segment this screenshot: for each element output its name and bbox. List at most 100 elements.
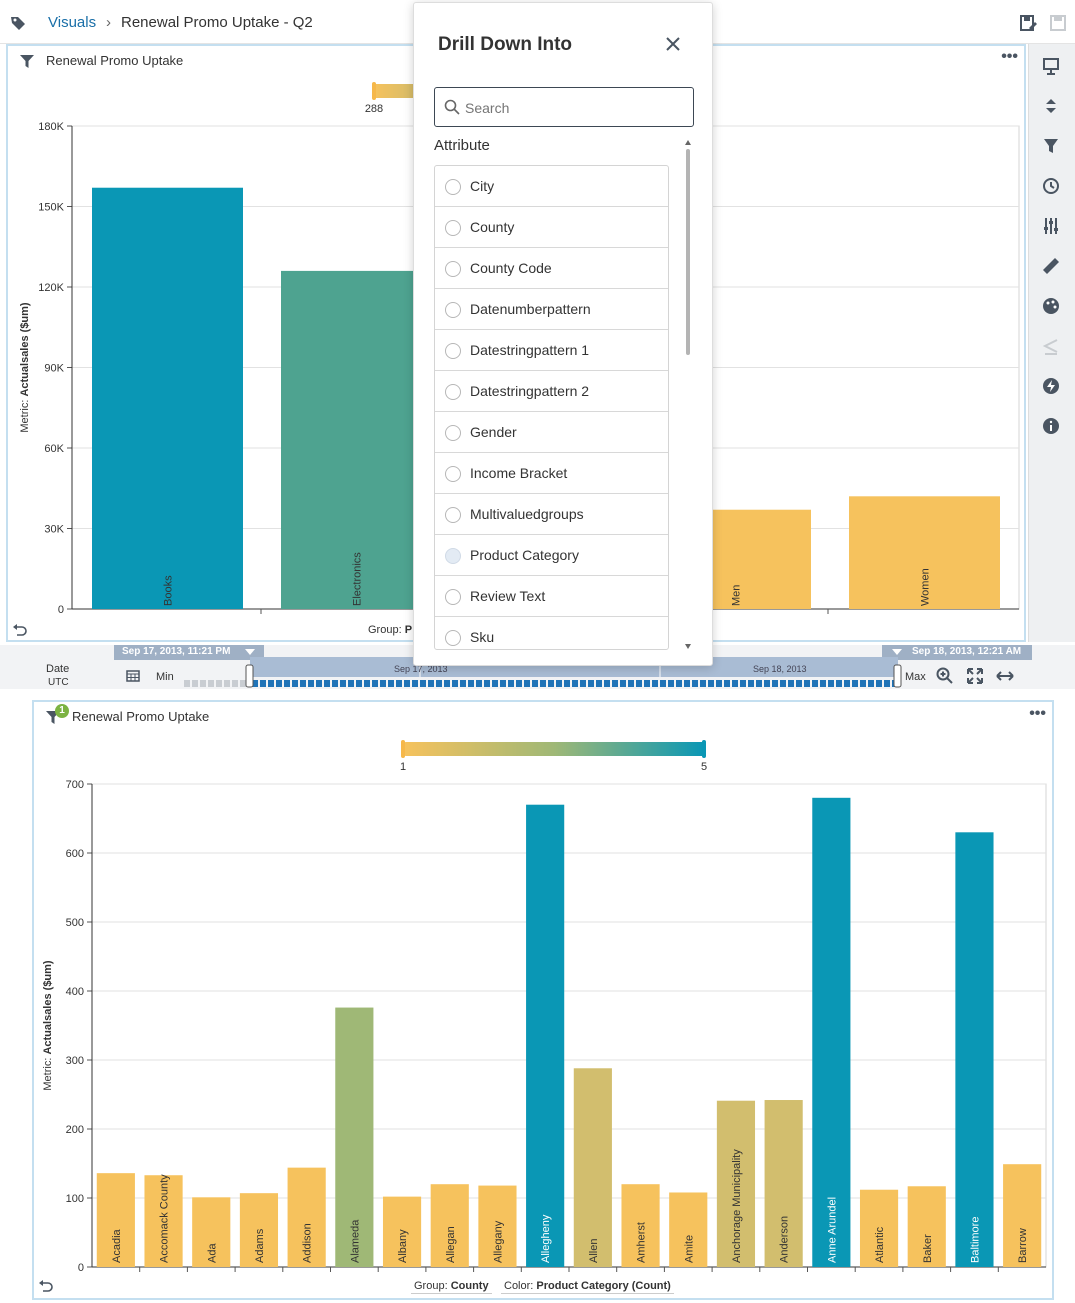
bar[interactable] [239, 1193, 279, 1267]
attribute-item[interactable]: City [435, 166, 668, 207]
bar[interactable] [287, 1167, 326, 1267]
bar[interactable] [144, 1175, 183, 1267]
x-category-label: Ada [206, 1243, 218, 1263]
timeline-end-caret[interactable] [892, 649, 902, 655]
attribute-item[interactable]: County [435, 207, 668, 248]
attribute-radio[interactable] [445, 589, 461, 605]
popup-scrollbar[interactable] [682, 139, 694, 651]
calendar-icon[interactable] [126, 669, 140, 682]
more-options-icon[interactable]: ••• [1029, 705, 1046, 722]
date-timeline[interactable]: Sep 17, 2013, 11:21 PM Sep 18, 2013, 12:… [0, 645, 1075, 689]
bar[interactable] [573, 1068, 612, 1267]
close-icon[interactable] [666, 37, 680, 51]
bar[interactable] [192, 1197, 231, 1267]
bar[interactable] [92, 187, 243, 609]
bar[interactable] [764, 1100, 803, 1267]
undo-icon[interactable] [12, 623, 28, 637]
group-label[interactable]: Group: County [411, 1279, 492, 1294]
attribute-radio[interactable] [445, 179, 461, 195]
ruler-icon[interactable] [1041, 256, 1061, 276]
attribute-radio[interactable] [445, 630, 461, 646]
settings-sliders-icon[interactable] [1041, 216, 1061, 236]
bar[interactable] [382, 1196, 422, 1267]
attribute-radio[interactable] [445, 425, 461, 441]
timeline-start-handle[interactable] [245, 664, 254, 688]
filter-icon[interactable] [20, 55, 34, 68]
save-icon[interactable] [1049, 14, 1067, 32]
timeline-tick [532, 680, 538, 687]
attribute-item[interactable]: Product Category [435, 535, 668, 576]
bar[interactable] [621, 1184, 660, 1267]
timeline-tick [460, 680, 466, 687]
attribute-item[interactable]: Income Bracket [435, 453, 668, 494]
bar[interactable] [812, 797, 851, 1267]
color-label[interactable]: Color: Product Category (Count) [501, 1279, 674, 1294]
drill-down-popup[interactable]: Drill Down Into Attribute City County Coun… [413, 2, 713, 666]
timeline-min-button[interactable]: Min [156, 671, 174, 683]
attribute-item[interactable]: Gender [435, 412, 668, 453]
comparison-icon[interactable] [1041, 336, 1061, 356]
bar[interactable] [849, 496, 1000, 609]
timeline-tick [468, 680, 474, 687]
bar[interactable] [955, 832, 994, 1267]
horizontal-resize-icon[interactable] [996, 667, 1014, 685]
expand-icon[interactable] [966, 667, 984, 685]
timeline-track[interactable] [0, 645, 1075, 689]
attribute-radio[interactable] [445, 220, 461, 236]
lightning-icon[interactable] [1041, 376, 1061, 396]
sort-icon[interactable] [1041, 96, 1061, 116]
scroll-down-arrow[interactable] [685, 644, 691, 649]
palette-icon[interactable] [1041, 296, 1061, 316]
bar[interactable] [335, 1007, 374, 1267]
bar[interactable] [669, 1192, 708, 1267]
visual-panel-2[interactable]: 1 Renewal Promo Uptake ••• 1 5 0 100 200 300 4… [32, 700, 1054, 1300]
timeline-max-button[interactable]: Max [905, 671, 926, 683]
attribute-radio[interactable] [445, 302, 461, 318]
more-options-icon[interactable]: ••• [1001, 48, 1018, 65]
bar[interactable] [859, 1189, 899, 1267]
zoom-in-icon[interactable] [936, 667, 954, 685]
bar[interactable] [478, 1185, 517, 1267]
attribute-radio[interactable] [445, 343, 461, 359]
tag-icon[interactable] [10, 15, 26, 31]
info-icon[interactable] [1041, 416, 1061, 436]
breadcrumb-visuals-link[interactable]: Visuals [48, 14, 97, 31]
scroll-thumb[interactable] [686, 149, 690, 355]
search-input[interactable] [465, 97, 685, 119]
bar[interactable] [526, 804, 565, 1267]
timeline-tick [732, 680, 738, 687]
attribute-item[interactable]: County Code [435, 248, 668, 289]
bar[interactable] [96, 1173, 135, 1267]
y-tick-label: 90K [44, 363, 64, 375]
bar[interactable] [716, 1100, 756, 1267]
color-legend-max-handle[interactable] [702, 740, 706, 758]
bar[interactable] [907, 1186, 946, 1267]
timeline-selection[interactable] [250, 657, 898, 677]
save-as-icon[interactable] [1019, 14, 1037, 32]
attribute-radio[interactable] [445, 261, 461, 277]
bar[interactable] [1003, 1164, 1042, 1267]
clock-icon[interactable] [1041, 176, 1061, 196]
timeline-end-handle[interactable] [893, 664, 902, 688]
timeline-start-caret[interactable] [245, 649, 255, 655]
bar[interactable] [281, 270, 432, 609]
timeline-tick [852, 680, 858, 687]
attribute-item[interactable]: Sku [435, 617, 668, 649]
attribute-item[interactable]: Multivaluedgroups [435, 494, 668, 535]
attribute-item[interactable]: Datenumberpattern [435, 289, 668, 330]
attribute-radio[interactable] [445, 548, 461, 564]
filter-sidebar-icon[interactable] [1041, 136, 1061, 156]
attribute-item[interactable]: Review Text [435, 576, 668, 617]
undo-icon[interactable] [38, 1279, 54, 1293]
search-box[interactable] [434, 87, 694, 127]
presentation-icon[interactable] [1041, 56, 1061, 76]
attribute-radio[interactable] [445, 466, 461, 482]
color-legend-min-handle[interactable] [401, 740, 405, 758]
attribute-item[interactable]: Datestringpattern 2 [435, 371, 668, 412]
scroll-up-arrow[interactable] [685, 140, 691, 145]
attribute-item[interactable]: Datestringpattern 1 [435, 330, 668, 371]
color-legend-handle[interactable] [372, 82, 376, 100]
attribute-radio[interactable] [445, 384, 461, 400]
bar[interactable] [430, 1184, 469, 1267]
attribute-radio[interactable] [445, 507, 461, 523]
